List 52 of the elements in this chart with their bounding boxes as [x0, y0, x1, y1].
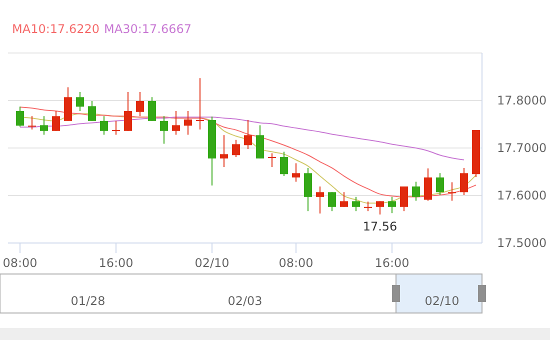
candlestick [340, 192, 348, 208]
candlestick [160, 116, 168, 144]
text: MA30:17.6667 [104, 22, 192, 36]
x-tick-label: 02/10 [194, 256, 230, 270]
candlestick [400, 186, 408, 212]
y-tick-label: 17.7000 [497, 141, 547, 156]
candlestick [64, 86, 72, 122]
candlestick [460, 167, 468, 196]
y-tick-label: 17.8000 [497, 94, 547, 108]
candlestick [28, 116, 36, 130]
candlestick [136, 91, 144, 117]
candlestick [112, 120, 120, 136]
candlestick [196, 78, 204, 130]
candlestick [328, 192, 336, 212]
text: 02/03 [228, 294, 262, 308]
candlestick [304, 167, 312, 212]
candlestick [148, 96, 156, 122]
candlestick [316, 186, 324, 214]
x-tick-label: 16:00 [98, 256, 134, 270]
candlestick [376, 200, 384, 215]
candlestick [40, 116, 48, 136]
candlestick [436, 172, 444, 196]
candlestick [424, 168, 432, 202]
candlestick [352, 196, 360, 212]
candlestick [88, 100, 96, 122]
candlestick [172, 110, 180, 136]
text: MA10:17.6220 [12, 22, 100, 36]
candlestick [268, 152, 276, 168]
x-tick-label: 08:00 [2, 256, 38, 270]
candlestick [184, 110, 192, 136]
annotation: 17.56 [362, 220, 398, 234]
candlestick [124, 91, 132, 132]
text: 02/10 [424, 294, 460, 308]
candlestick [256, 124, 264, 159]
candlestick [232, 139, 240, 158]
y-tick-label: 17.6000 [497, 188, 547, 203]
x-tick-label: 16:00 [374, 256, 410, 270]
text: 01/28 [70, 294, 106, 308]
candlestick [244, 119, 252, 150]
candlestick [388, 196, 396, 214]
candlestick [52, 110, 60, 132]
candlestick [220, 134, 228, 168]
candlestick [364, 201, 372, 212]
candlestick [412, 181, 420, 202]
x-tick-label: 08:00 [278, 256, 314, 270]
candlestick [100, 116, 108, 136]
candlestick [280, 151, 288, 177]
candlestick [16, 106, 24, 128]
candlestick [292, 162, 300, 182]
candlestick [76, 91, 84, 112]
candlestick [448, 182, 456, 202]
y-tick-label: 17.5000 [497, 236, 547, 250]
